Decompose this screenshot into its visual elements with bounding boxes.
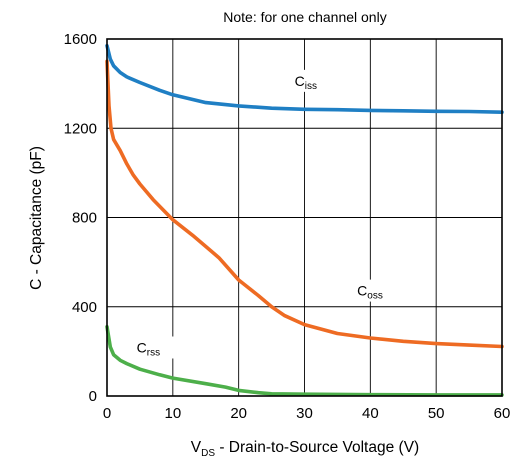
series-label-bg: [290, 69, 333, 92]
x-axis-title: VDS - Drain-to-Source Voltage (V): [191, 439, 419, 459]
x-axis-title-sub: DS: [201, 448, 215, 459]
chart-note: Note: for one channel only: [223, 9, 386, 25]
tick-labels: 0 10 20 30 40 50 60 0 400 800 1200 1600: [64, 31, 511, 422]
series-label-bg: [132, 336, 175, 359]
y-tick-label: 1600: [64, 31, 97, 48]
series-label-oss: Coss: [357, 283, 383, 302]
x-tick-label: 10: [164, 405, 181, 422]
plot-frame: [106, 38, 503, 397]
series-line-iss: [105, 43, 504, 114]
series-labels: Ciss Coss Crss: [132, 69, 396, 359]
x-tick-label: 40: [362, 405, 379, 422]
series-label-bg: [353, 279, 396, 302]
series-line-rss: [105, 325, 504, 397]
x-tick-label: 20: [230, 405, 247, 422]
x-tick-label: 60: [494, 405, 511, 422]
y-axis-title: C - Capacitance (pF): [28, 146, 45, 290]
x-axis-title-rest: - Drain-to-Source Voltage (V): [215, 439, 419, 456]
series-line-oss: [105, 59, 504, 349]
y-tick-label: 800: [72, 210, 97, 227]
series-label-iss: Ciss: [295, 73, 317, 92]
x-axis-title-main: V: [191, 439, 202, 456]
y-tick-label: 0: [89, 388, 97, 405]
y-tick-label: 1200: [64, 120, 97, 137]
series-layer: [105, 43, 504, 397]
x-tick-label: 0: [103, 405, 111, 422]
series-label-rss: Crss: [137, 339, 160, 358]
x-tick-label: 30: [296, 405, 313, 422]
y-tick-label: 400: [72, 299, 97, 316]
x-tick-label: 50: [428, 405, 445, 422]
